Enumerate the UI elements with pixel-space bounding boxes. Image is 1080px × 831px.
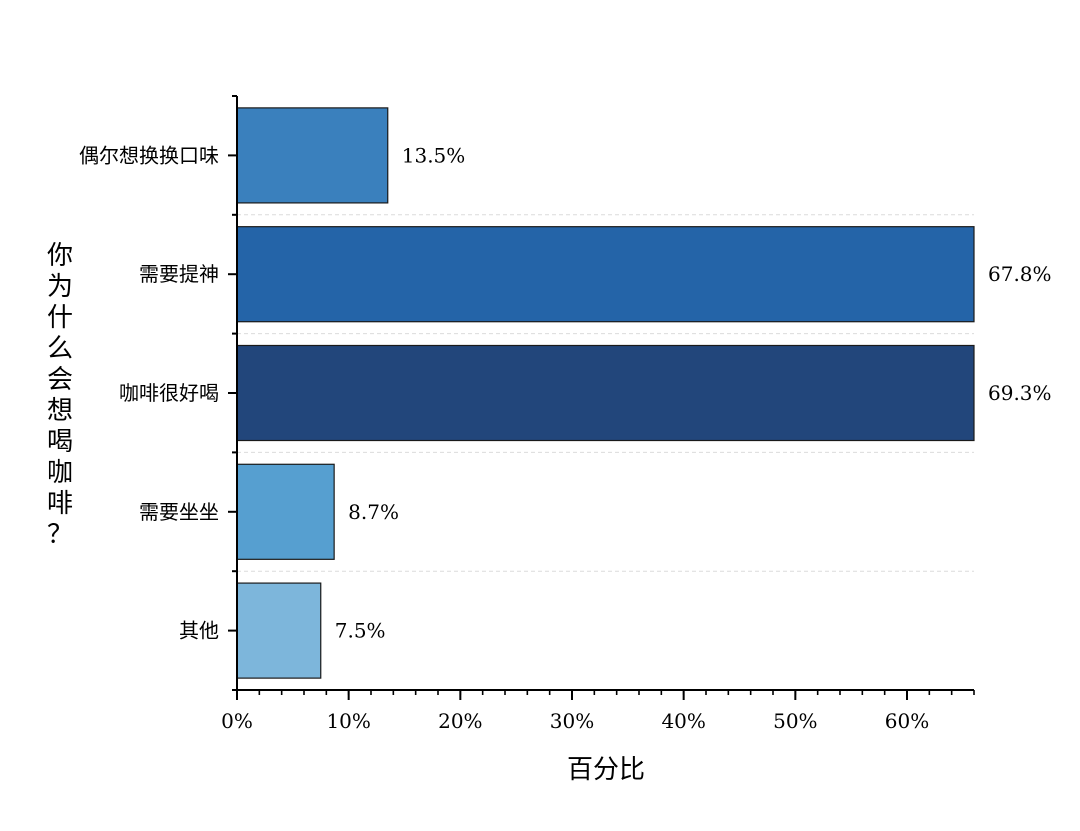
x-tick-label: 10% xyxy=(326,709,370,733)
y-axis-title-char: 啡 xyxy=(47,489,73,519)
category-label: 偶尔想换换口味 xyxy=(79,143,219,167)
bar-layer xyxy=(236,107,975,679)
y-axis-title-char: 么 xyxy=(47,334,73,364)
bar xyxy=(236,344,975,442)
y-axis-title-char: 什 xyxy=(47,303,73,333)
data-label: 7.5% xyxy=(335,619,386,643)
y-axis-title-char: 想 xyxy=(47,396,73,426)
x-tick-label: 50% xyxy=(773,709,817,733)
data-label: 67.8% xyxy=(988,262,1052,286)
x-axis-title: 百分比 xyxy=(567,755,645,785)
y-axis-title-char: 喝 xyxy=(47,427,73,457)
y-axis-title-char: 为 xyxy=(47,272,73,302)
category-label: 咖啡很好喝 xyxy=(119,381,219,405)
y-axis-title-char: ？ xyxy=(47,520,73,550)
x-tick-label: 20% xyxy=(438,709,482,733)
category-label: 需要坐坐 xyxy=(139,500,219,524)
y-axis-title-char: 你 xyxy=(47,241,73,271)
y-axis-title-char: 咖 xyxy=(47,458,73,488)
data-label: 8.7% xyxy=(348,500,399,524)
axis-layer xyxy=(228,95,975,700)
category-label: 需要提神 xyxy=(139,262,219,286)
y-axis-title-char: 会 xyxy=(47,365,73,395)
data-label: 69.3% xyxy=(988,381,1052,405)
x-tick-label: 40% xyxy=(661,709,705,733)
bar xyxy=(236,107,389,204)
x-tick-label: 60% xyxy=(885,709,929,733)
grid-layer xyxy=(237,214,974,572)
label-layer: 13.5% 偶尔想换换口味 67.8% 需要提神 69.3% 咖啡很好喝 8.7% 需要坐坐 7… xyxy=(79,143,1052,733)
x-tick-label: 0% xyxy=(221,709,253,733)
category-label: 其他 xyxy=(179,619,219,643)
x-tick-label: 30% xyxy=(550,709,594,733)
bar xyxy=(236,463,335,560)
data-label: 13.5% xyxy=(402,143,466,167)
bar xyxy=(236,582,322,679)
bar xyxy=(236,226,975,323)
